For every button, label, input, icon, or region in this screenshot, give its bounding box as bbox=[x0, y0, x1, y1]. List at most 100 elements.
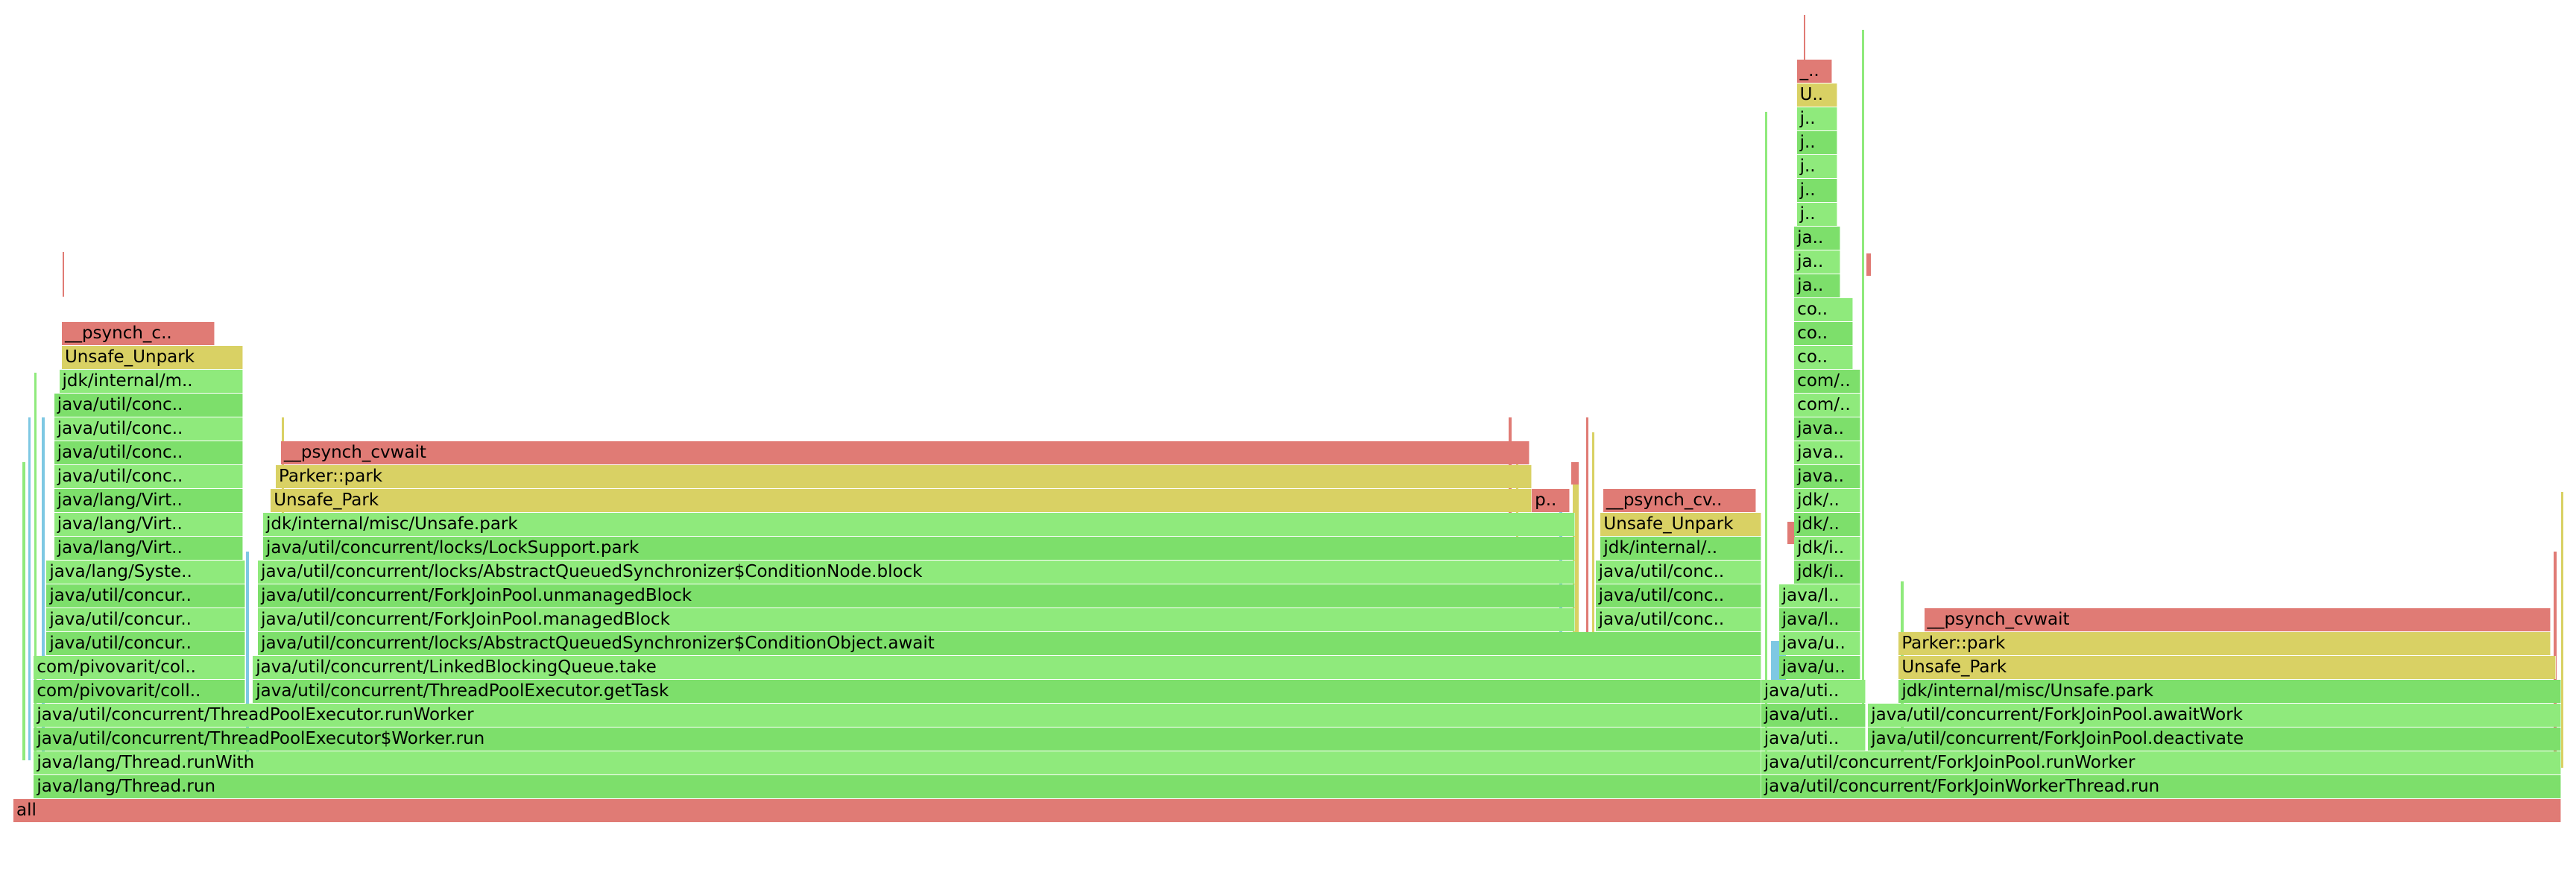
flame-frame[interactable]: j.. bbox=[1796, 203, 1838, 226]
flame-frame[interactable]: Unsafe_Park bbox=[1898, 656, 2557, 679]
flame-frame[interactable]: java/lang/Virt.. bbox=[54, 513, 243, 536]
frame-label: java/util/concurrent/ForkJoinPool.unmana… bbox=[261, 586, 692, 605]
flame-frame[interactable]: java/util/conc.. bbox=[54, 417, 243, 441]
flame-frame[interactable]: j.. bbox=[1796, 131, 1838, 154]
flame-frame[interactable]: ja.. bbox=[1794, 274, 1840, 297]
flame-frame[interactable]: java/uti.. bbox=[1761, 704, 1866, 727]
flame-frame[interactable]: java/util/concurrent/locks/LockSupport.p… bbox=[262, 537, 1576, 560]
flame-frame[interactable]: p.. bbox=[1532, 489, 1570, 512]
flame-frame[interactable]: Unsafe_Park bbox=[271, 489, 1532, 512]
flame-frame[interactable]: java/util/concurrent/ForkJoinPool.awaitW… bbox=[1868, 704, 2561, 727]
flame-frame[interactable]: Parker::park bbox=[1898, 632, 2551, 655]
flame-frame[interactable]: java/util/concurrent/ForkJoinPool.manage… bbox=[258, 608, 1576, 631]
frame-label: jdk/internal/m.. bbox=[62, 371, 193, 391]
frame-label: java/util/concur.. bbox=[49, 586, 192, 605]
flame-frame[interactable]: __psynch_cv.. bbox=[1603, 489, 1756, 512]
flame-frame[interactable]: java/util/concurrent/ForkJoinPool.unmana… bbox=[258, 584, 1576, 607]
flame-frame[interactable]: java/util/concurrent/ForkJoinPool.runWor… bbox=[1761, 751, 2561, 774]
flame-frame[interactable]: java/uti.. bbox=[1761, 728, 1866, 751]
flame-frame[interactable]: java/lang/Thread.runWith bbox=[34, 751, 1761, 774]
flame-frame[interactable]: java/util/conc.. bbox=[54, 394, 243, 417]
flame-frame[interactable]: java/util/concurrent/locks/AbstractQueue… bbox=[258, 632, 1761, 655]
flame-frame[interactable]: java/util/concur.. bbox=[46, 632, 246, 655]
flame-frame[interactable]: java/util/concurrent/LinkedBlockingQueue… bbox=[253, 656, 1761, 679]
flame-frame[interactable]: j.. bbox=[1796, 155, 1838, 178]
flame-frame[interactable]: java.. bbox=[1794, 417, 1861, 441]
frame-label: j.. bbox=[1799, 133, 1816, 152]
flame-frame[interactable]: java/util/concurrent/ThreadPoolExecutor.… bbox=[253, 680, 1761, 703]
flame-frame[interactable]: all bbox=[13, 799, 2561, 822]
flame-frame[interactable]: com/pivovarit/coll.. bbox=[34, 680, 246, 703]
flame-frame[interactable]: java/u.. bbox=[1778, 632, 1861, 655]
flame-frame[interactable]: java/util/concurrent/ForkJoinPool.deacti… bbox=[1868, 728, 2561, 751]
flame-frame[interactable]: __psynch_c.. bbox=[61, 322, 215, 345]
flame-frame[interactable]: co.. bbox=[1794, 298, 1853, 321]
flame-frame[interactable]: jdk/.. bbox=[1794, 489, 1861, 512]
flame-frame[interactable]: com/.. bbox=[1794, 370, 1861, 393]
frame-label: com/pivovarit/coll.. bbox=[37, 681, 201, 701]
flame-frame[interactable]: java/util/concur.. bbox=[46, 608, 246, 631]
flame-frame[interactable]: java/util/conc.. bbox=[54, 441, 243, 464]
flame-frame[interactable]: Unsafe_Unpark bbox=[1600, 513, 1761, 536]
frame-label: java/util/conc.. bbox=[57, 467, 183, 486]
flame-frame[interactable]: java/l.. bbox=[1778, 584, 1861, 607]
flame-frame[interactable]: jdk/internal/misc/Unsafe.park bbox=[262, 513, 1576, 536]
flame-frame[interactable]: jdk/internal/misc/Unsafe.park bbox=[1898, 680, 2561, 703]
flame-frame[interactable]: j.. bbox=[1796, 179, 1838, 202]
flame-frame[interactable]: java/util/conc.. bbox=[54, 465, 243, 488]
frame-label: com/pivovarit/col.. bbox=[37, 657, 196, 677]
frame-label: ja.. bbox=[1797, 252, 1824, 271]
flame-frame[interactable]: jdk/internal/.. bbox=[1600, 537, 1761, 560]
flame-frame[interactable]: java/util/conc.. bbox=[1595, 561, 1761, 584]
flame-frame[interactable]: java/util/concurrent/ThreadPoolExecutor.… bbox=[34, 704, 1761, 727]
flame-frame[interactable]: Unsafe_Unpark bbox=[61, 346, 243, 369]
flame-frame[interactable]: com/.. bbox=[1794, 394, 1861, 417]
frame-label: java.. bbox=[1797, 467, 1844, 486]
flame-frame[interactable]: java/l.. bbox=[1778, 608, 1861, 631]
frame-label: ja.. bbox=[1797, 276, 1824, 295]
flame-frame[interactable]: jdk/i.. bbox=[1794, 537, 1861, 560]
flame-frame[interactable]: java/util/conc.. bbox=[1595, 584, 1761, 607]
flame-frame[interactable]: java.. bbox=[1794, 441, 1861, 464]
frame-label: java.. bbox=[1797, 443, 1844, 462]
frame-label: java.. bbox=[1797, 419, 1844, 438]
frame-label: java/lang/Virt.. bbox=[57, 490, 183, 510]
flame-frame[interactable]: java/lang/Virt.. bbox=[54, 489, 243, 512]
flame-frame[interactable]: java/u.. bbox=[1778, 656, 1861, 679]
frame-label: Unsafe_Unpark bbox=[1603, 514, 1734, 534]
frame-label: Unsafe_Park bbox=[274, 490, 379, 510]
flame-frame[interactable]: java/lang/Thread.run bbox=[34, 775, 1761, 798]
flame-frame[interactable]: __psynch_cvwait bbox=[280, 441, 1530, 464]
flame-frame[interactable]: com/pivovarit/col.. bbox=[34, 656, 246, 679]
flame-frame[interactable]: co.. bbox=[1794, 346, 1853, 369]
flame-frame[interactable]: java/util/concurrent/ForkJoinWorkerThrea… bbox=[1761, 775, 2561, 798]
frame-label: __psynch_cv.. bbox=[1606, 490, 1723, 510]
flame-frame[interactable]: java/util/conc.. bbox=[1595, 608, 1761, 631]
frame-label: java/util/concurrent/ForkJoinPool.awaitW… bbox=[1871, 705, 2243, 725]
flame-frame[interactable]: java/lang/Virt.. bbox=[54, 537, 243, 560]
frame-label: jdk/i.. bbox=[1797, 538, 1845, 558]
flame-frame[interactable]: java/util/concur.. bbox=[46, 584, 246, 607]
flame-frame[interactable]: java/util/concurrent/locks/AbstractQueue… bbox=[258, 561, 1576, 584]
frame-label: java/util/concur.. bbox=[49, 610, 192, 629]
flame-frame[interactable]: jdk/.. bbox=[1794, 513, 1861, 536]
flame-frame[interactable]: jdk/internal/m.. bbox=[59, 370, 243, 393]
flame-frame[interactable]: Parker::park bbox=[276, 465, 1532, 488]
frame-label: java/lang/Thread.run bbox=[37, 777, 216, 796]
flame-frame[interactable]: java/uti.. bbox=[1761, 680, 1866, 703]
flame-frame[interactable]: _.. bbox=[1796, 60, 1833, 83]
frame-label: java/u.. bbox=[1781, 657, 1846, 677]
flame-frame[interactable]: java/lang/Syste.. bbox=[46, 561, 246, 584]
flame-frame[interactable]: ja.. bbox=[1794, 250, 1840, 274]
frame-label: java/util/concurrent/locks/LockSupport.p… bbox=[265, 538, 640, 558]
frame-label: java/util/concurrent/ThreadPoolExecutor.… bbox=[256, 681, 669, 701]
flame-frame[interactable]: ja.. bbox=[1794, 227, 1840, 250]
flame-frame[interactable]: co.. bbox=[1794, 322, 1853, 345]
flame-frame[interactable]: jdk/i.. bbox=[1794, 561, 1861, 584]
flame-frame[interactable]: U.. bbox=[1796, 83, 1838, 107]
flame-frame[interactable]: java.. bbox=[1794, 465, 1861, 488]
flame-frame[interactable]: j.. bbox=[1796, 107, 1838, 130]
flame-frame[interactable]: __psynch_cvwait bbox=[1924, 608, 2551, 631]
flame-frame[interactable]: java/util/concurrent/ThreadPoolExecutor$… bbox=[34, 728, 1761, 751]
frame-label: ja.. bbox=[1797, 228, 1824, 247]
